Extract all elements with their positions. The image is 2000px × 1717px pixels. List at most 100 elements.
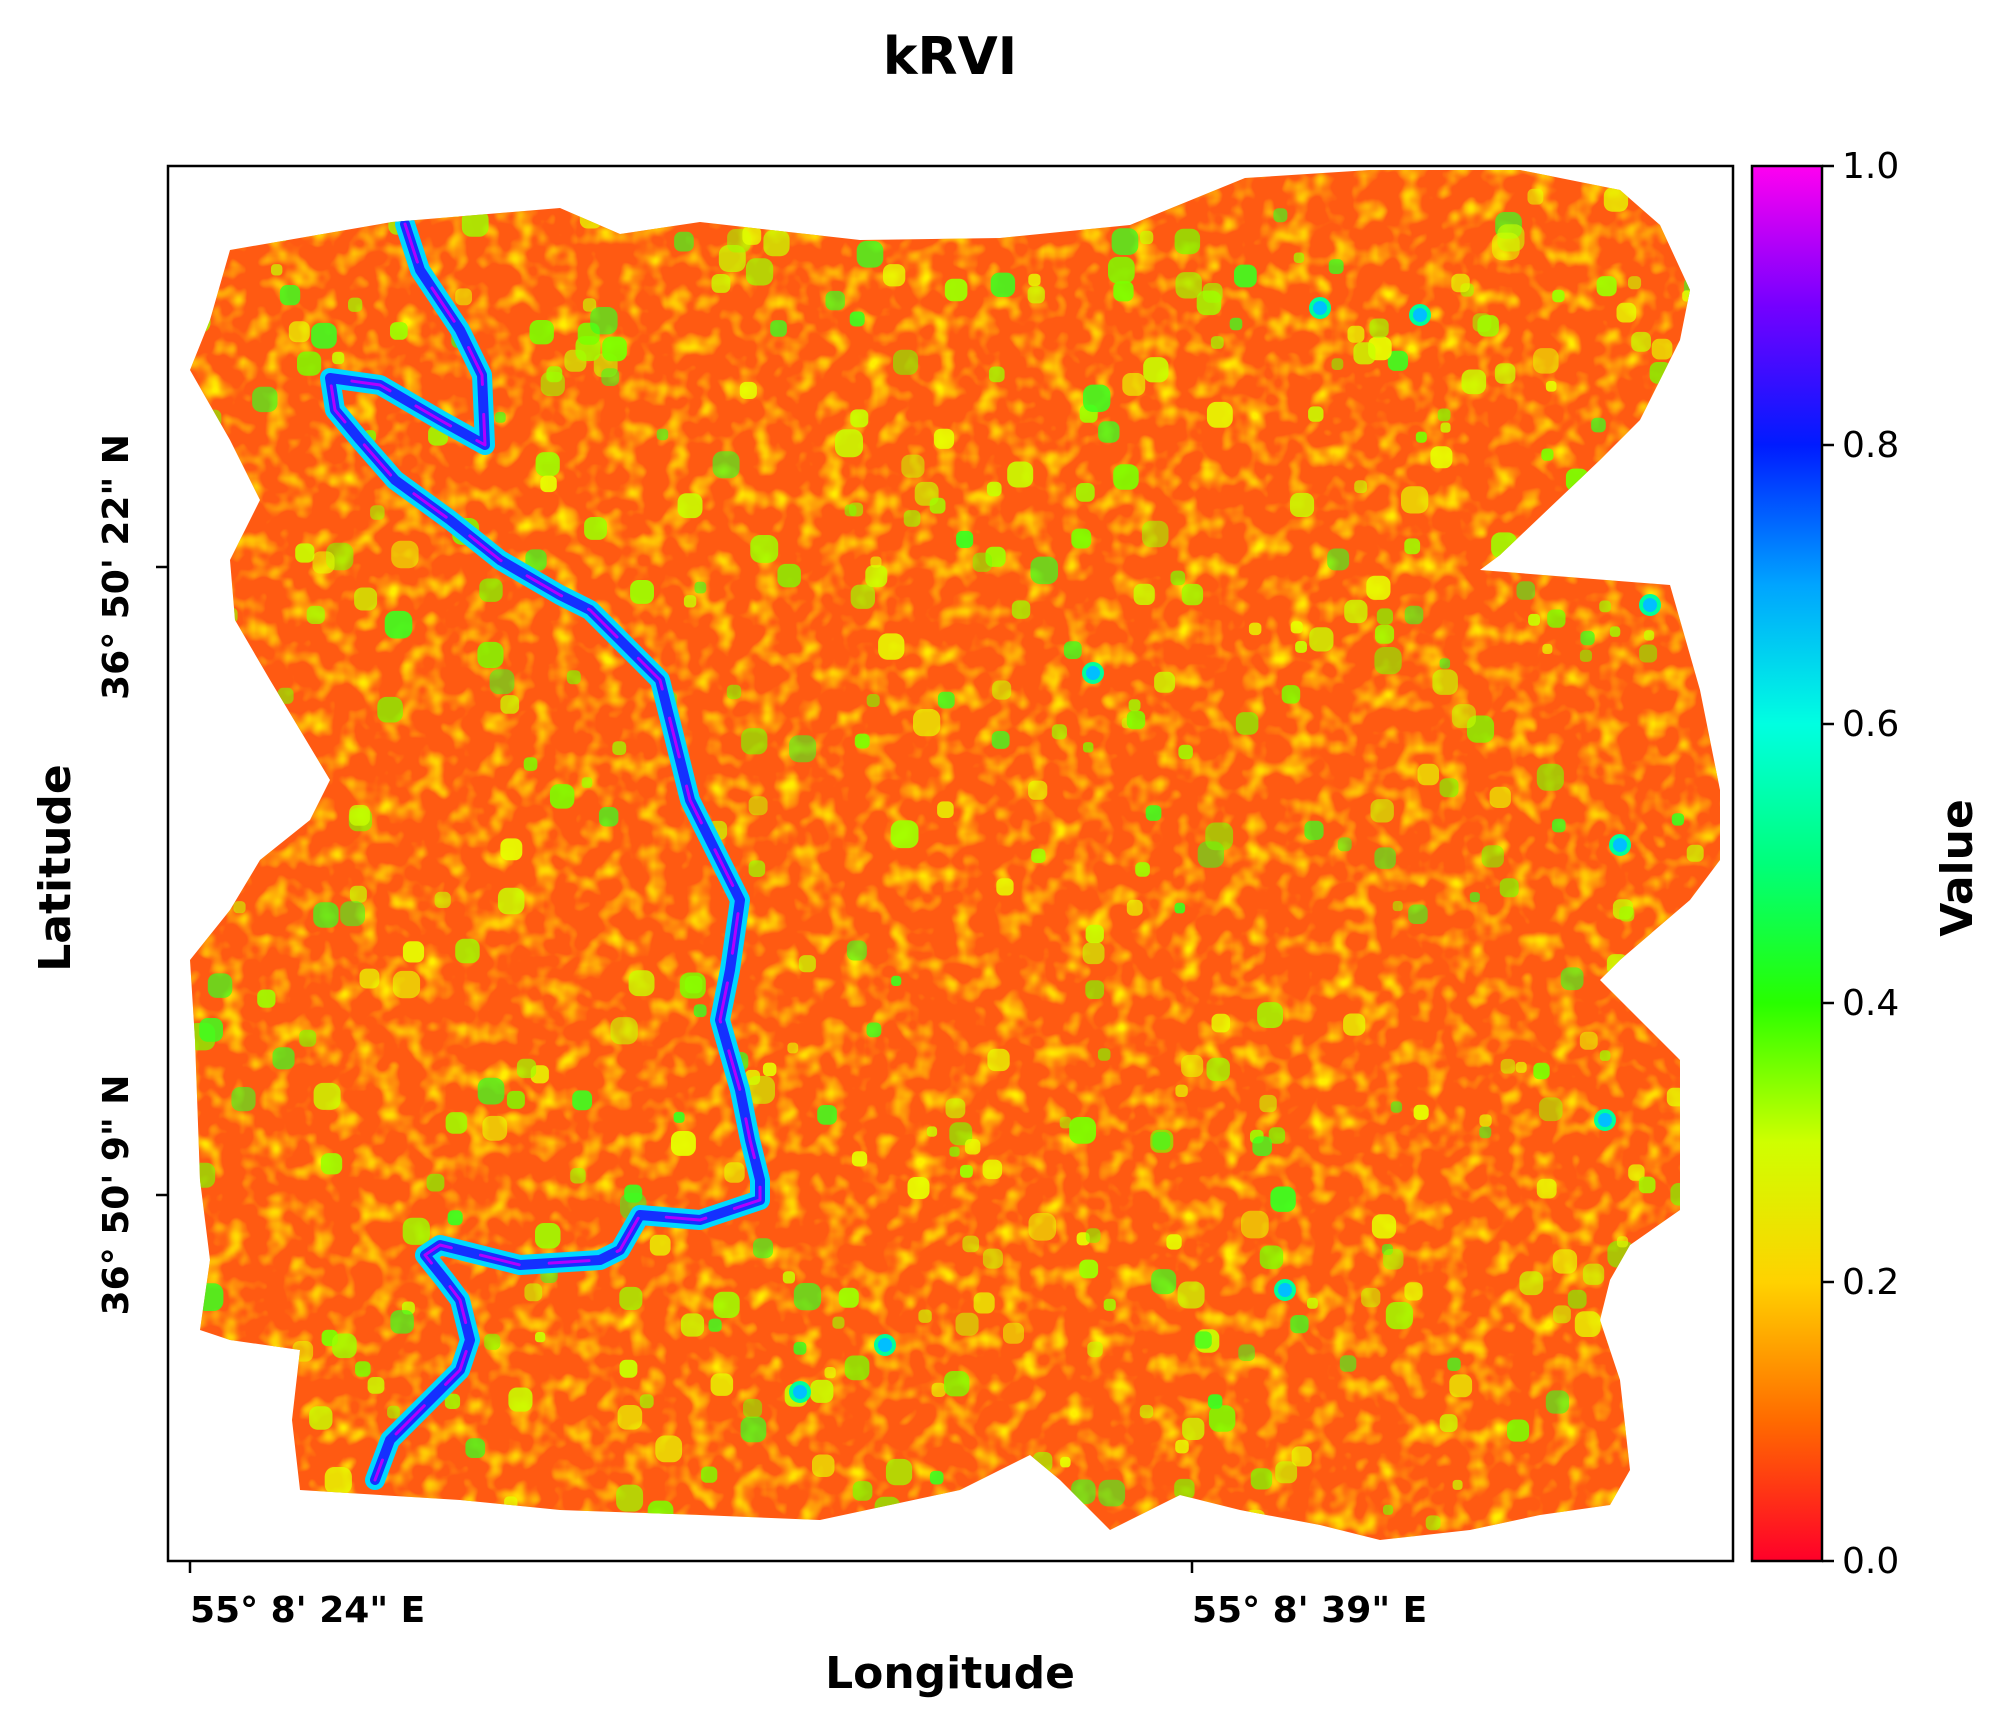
vegetation-patch: [1354, 480, 1367, 494]
vegetation-patch: [1259, 1245, 1284, 1269]
vegetation-patch: [1234, 264, 1257, 288]
vegetation-patch: [1175, 1084, 1188, 1097]
vegetation-patch: [1449, 1374, 1473, 1398]
vegetation-patch: [1151, 1269, 1177, 1295]
vegetation-patch: [233, 901, 246, 914]
vegetation-patch: [1027, 286, 1045, 304]
vegetation-patch: [566, 670, 581, 685]
vegetation-patch: [1003, 1322, 1024, 1344]
high-value-spot: [1274, 1279, 1296, 1301]
vegetation-patch: [1536, 1178, 1557, 1199]
vegetation-patch: [1308, 406, 1324, 422]
vegetation-patch: [817, 1105, 837, 1125]
vegetation-patch: [523, 757, 538, 771]
vegetation-patch: [1140, 230, 1154, 245]
vegetation-patch: [390, 322, 408, 340]
vegetation-patch: [956, 530, 974, 548]
vegetation-patch: [630, 580, 654, 604]
vegetation-patch: [1273, 208, 1288, 223]
vegetation-patch: [619, 1359, 638, 1378]
vegetation-patch: [1145, 805, 1162, 821]
vegetation-patch: [673, 1111, 685, 1123]
vegetation-patch: [309, 1406, 333, 1430]
vegetation-patch: [1499, 878, 1519, 898]
vegetation-patch: [590, 307, 618, 335]
vegetation-patch: [354, 587, 378, 611]
vegetation-patch: [1252, 1136, 1272, 1156]
vegetation-patch: [926, 1126, 938, 1137]
vegetation-patch: [497, 887, 525, 915]
vegetation-patch: [1028, 1213, 1057, 1241]
vegetation-patch: [878, 633, 905, 660]
vegetation-patch: [1390, 1101, 1403, 1113]
vegetation-patch: [1500, 1058, 1516, 1074]
vegetation-patch: [937, 801, 954, 818]
vegetation-patch: [726, 684, 742, 700]
chart-title: kRVI: [883, 27, 1017, 87]
vegetation-patch: [793, 1283, 822, 1311]
vegetation-patch: [582, 298, 597, 312]
vegetation-patch: [1430, 446, 1453, 469]
vegetation-patch: [540, 475, 557, 493]
vegetation-patch: [1374, 847, 1396, 869]
vegetation-patch: [1122, 373, 1146, 396]
vegetation-patch: [1343, 1013, 1366, 1036]
vegetation-patch: [1552, 289, 1565, 303]
vegetation-patch: [1404, 538, 1421, 555]
vegetation-patch: [516, 1058, 537, 1079]
vegetation-patch: [708, 1318, 722, 1332]
vegetation-patch: [852, 1481, 873, 1501]
colorbar-frame: [1750, 164, 1824, 1563]
vegetation-patch: [570, 1168, 586, 1184]
vegetation-patch: [1069, 1117, 1096, 1144]
vegetation-patch: [324, 1467, 352, 1495]
vegetation-patch: [742, 226, 762, 245]
vegetation-patch: [944, 278, 968, 302]
vegetation-patch: [1210, 336, 1224, 349]
high-value-spot: [1309, 297, 1331, 319]
vegetation-patch: [1591, 417, 1606, 433]
vegetation-patch: [1481, 845, 1504, 868]
vegetation-patch: [617, 1405, 643, 1430]
vegetation-patch: [753, 1238, 773, 1259]
vegetation-patch: [479, 578, 503, 602]
vegetation-patch: [461, 210, 489, 237]
vegetation-patch: [1175, 272, 1202, 299]
vegetation-patch: [901, 454, 925, 478]
vegetation-patch: [679, 972, 706, 999]
vegetation-patch: [674, 231, 694, 252]
vegetation-patch: [508, 1387, 533, 1412]
vegetation-patch: [1479, 1126, 1492, 1139]
vegetation-patch: [1175, 1439, 1189, 1454]
vegetation-patch: [1290, 492, 1315, 517]
vegetation-patch: [1304, 820, 1324, 840]
vegetation-patch: [598, 807, 619, 827]
vegetation-patch: [945, 1098, 966, 1119]
vegetation-patch: [1126, 899, 1143, 916]
y-axis: 36° 50' 22" N 36° 50' 9" N Latitude: [30, 434, 168, 1315]
vegetation-patch: [1417, 763, 1439, 786]
vegetation-patch: [739, 381, 757, 399]
vegetation-patch: [987, 1048, 1010, 1072]
vegetation-patch: [1085, 924, 1104, 944]
vegetation-patch: [306, 605, 325, 624]
vegetation-patch: [1361, 1287, 1381, 1308]
vegetation-patch: [1083, 742, 1094, 753]
vegetation-patch: [655, 1435, 683, 1463]
vegetation-patch: [1152, 1132, 1171, 1150]
vegetation-patch: [903, 510, 921, 527]
y-tick-label: 36° 50' 22" N: [96, 434, 137, 700]
vegetation-patch: [1387, 350, 1408, 371]
vegetation-patch: [1628, 276, 1642, 290]
vegetation-patch: [713, 1291, 740, 1318]
vegetation-patch: [1059, 1116, 1072, 1129]
vegetation-patch: [1437, 408, 1451, 422]
vegetation-patch: [1229, 317, 1243, 331]
vegetation-patch: [982, 1159, 1003, 1180]
vegetation-patch: [793, 1341, 807, 1355]
vegetation-patch: [1208, 1405, 1236, 1432]
vegetation-patch: [1353, 342, 1376, 365]
vegetation-patch: [1270, 1186, 1296, 1212]
vegetation-patch: [377, 696, 403, 723]
vegetation-patch: [1241, 1210, 1269, 1239]
